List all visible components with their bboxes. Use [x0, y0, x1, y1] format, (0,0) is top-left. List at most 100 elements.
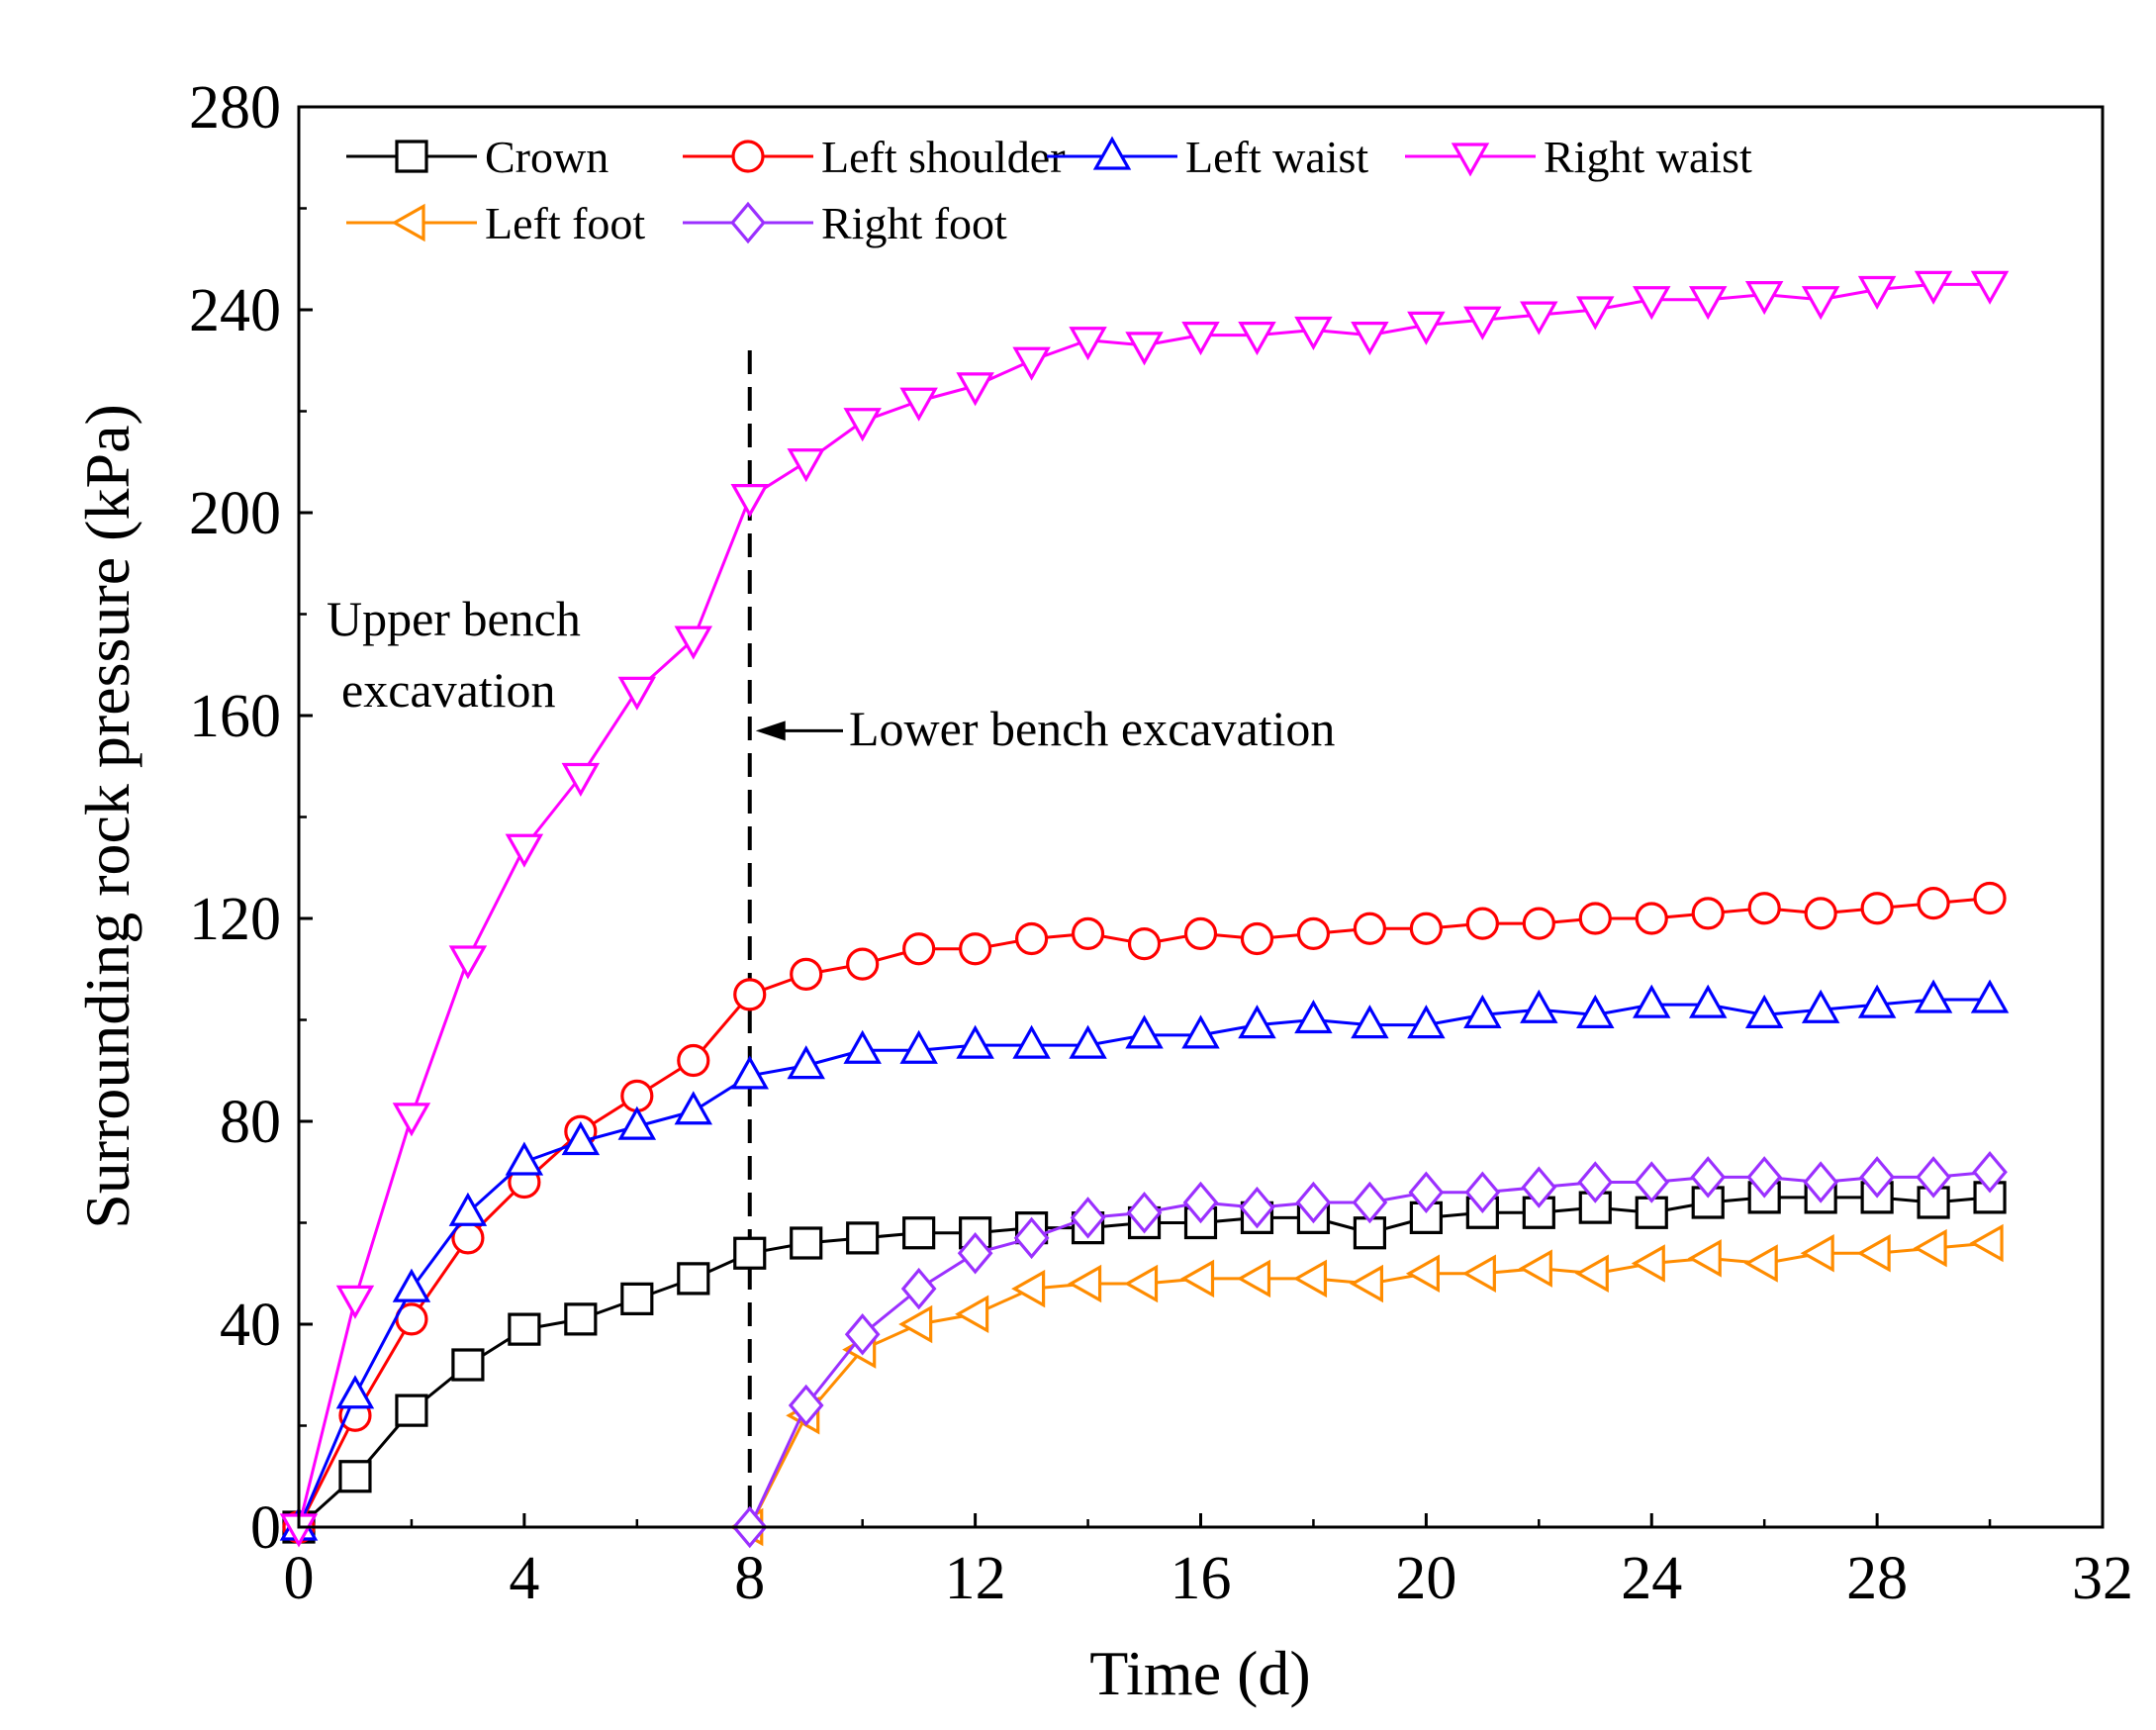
- y-tick-label-200: 200: [189, 480, 281, 547]
- data-point-left-shoulder: [1071, 916, 1105, 950]
- plot-frame: [297, 105, 2105, 1529]
- data-point-right-waist: [1407, 311, 1446, 345]
- data-point-crown: [395, 1394, 428, 1427]
- data-point-left-shoulder: [733, 978, 767, 1011]
- legend-marker-left-waist: [1092, 136, 1132, 170]
- legend-label-right-waist: Right waist: [1544, 132, 1752, 182]
- data-point-right-waist: [1294, 316, 1333, 351]
- data-point-left-shoulder: [677, 1043, 710, 1078]
- data-point-left-waist: [1914, 979, 1953, 1013]
- data-point-right-foot: [1239, 1186, 1275, 1229]
- data-point-left-waist: [1520, 989, 1558, 1023]
- data-point-left-waist: [1069, 1024, 1107, 1059]
- data-point-right-waist: [1181, 322, 1220, 356]
- data-point-right-waist: [956, 372, 994, 407]
- data-point-crown: [564, 1302, 598, 1336]
- data-point-left-waist: [505, 1141, 544, 1176]
- data-point-right-waist: [1012, 346, 1051, 381]
- data-point-right-waist: [1914, 270, 1953, 305]
- data-point-left-waist: [1857, 984, 1897, 1018]
- data-point-left-shoulder: [959, 932, 992, 966]
- data-point-left-foot: [1631, 1244, 1665, 1283]
- data-point-left-shoulder: [1353, 912, 1387, 945]
- annotations: Upper bench excavation Lower bench excav…: [327, 591, 1335, 756]
- legend-item-left-waist: Left waist: [1047, 132, 1368, 182]
- data-point-right-waist: [392, 1103, 431, 1137]
- data-point-left-foot: [1574, 1254, 1609, 1293]
- data-point-left-foot: [1124, 1264, 1159, 1303]
- data-point-left-foot: [1292, 1259, 1328, 1298]
- x-tick-label-8: 8: [734, 1545, 765, 1612]
- x-tick-label-20: 20: [1395, 1545, 1456, 1612]
- data-point-left-foot: [1179, 1259, 1215, 1298]
- legend-label-left-waist: Left waist: [1185, 132, 1368, 182]
- data-point-left-shoulder: [1127, 927, 1162, 961]
- data-point-right-waist: [843, 408, 882, 442]
- data-point-left-waist: [561, 1120, 601, 1156]
- data-point-left-waist: [1744, 994, 1784, 1028]
- data-point-left-waist: [1125, 1014, 1164, 1049]
- data-point-right-foot: [1859, 1156, 1895, 1199]
- legend-label-crown: Crown: [485, 132, 609, 182]
- data-point-right-waist: [1857, 275, 1897, 311]
- data-point-left-foot: [1856, 1234, 1891, 1273]
- data-point-left-foot: [1461, 1254, 1496, 1293]
- series-left-waist: [279, 979, 2010, 1541]
- data-point-right-foot: [1295, 1181, 1332, 1224]
- data-point-left-waist: [1012, 1024, 1051, 1059]
- data-point-crown: [790, 1226, 823, 1260]
- x-axis-title: Time (d): [1089, 1638, 1310, 1708]
- data-point-left-waist: [1970, 979, 2010, 1013]
- data-point-left-foot: [1913, 1228, 1947, 1268]
- data-point-left-shoulder: [1240, 921, 1274, 956]
- data-point-left-shoulder: [1804, 897, 1837, 930]
- data-point-right-foot: [900, 1267, 937, 1310]
- data-point-right-waist: [1744, 281, 1784, 316]
- data-point-left-foot: [898, 1304, 933, 1344]
- axis-ticks: 0 4 8 12 16 20 24 28 32 0 40 80 120 160 200 240 280: [189, 74, 2133, 1612]
- data-point-left-waist: [335, 1375, 375, 1409]
- y-axis-title: Surrounding rock pressure (kPa): [72, 404, 142, 1229]
- data-point-left-waist: [787, 1045, 825, 1080]
- data-point-right-foot: [844, 1313, 881, 1356]
- y-tick-label-280: 280: [189, 74, 281, 142]
- data-point-left-waist: [1351, 1005, 1389, 1039]
- data-point-right-waist: [1520, 301, 1558, 336]
- data-point-right-foot: [1634, 1161, 1670, 1203]
- data-point-right-waist: [1970, 270, 2010, 305]
- data-point-left-shoulder: [1747, 892, 1781, 925]
- data-point-left-shoulder: [1578, 902, 1612, 935]
- legend-label-right-foot: Right foot: [821, 198, 1007, 248]
- data-point-left-waist: [956, 1024, 994, 1059]
- data-point-left-shoulder: [1465, 907, 1499, 940]
- data-point-right-foot: [1577, 1161, 1614, 1203]
- data-point-left-waist: [392, 1268, 431, 1302]
- data-point-right-foot: [1746, 1156, 1783, 1199]
- x-tick-label-4: 4: [509, 1545, 539, 1612]
- data-point-right-foot: [1070, 1197, 1106, 1239]
- legend-marker-right-foot: [730, 201, 766, 244]
- data-point-right-foot: [957, 1232, 993, 1275]
- data-point-crown: [902, 1216, 936, 1250]
- legend-marker-crown: [395, 140, 428, 173]
- data-point-left-waist: [1633, 984, 1671, 1018]
- data-point-left-shoulder: [790, 957, 823, 991]
- legend-item-left-foot: Left foot: [346, 198, 645, 248]
- data-point-left-shoulder: [1973, 881, 2007, 915]
- series-crown: [282, 1181, 2007, 1544]
- data-point-left-shoulder: [1522, 907, 1555, 940]
- data-point-right-waist: [1801, 286, 1840, 321]
- data-point-right-waist: [787, 448, 825, 483]
- data-point-crown: [846, 1221, 880, 1255]
- data-point-left-shoulder: [1409, 912, 1443, 945]
- data-point-left-foot: [1969, 1223, 2004, 1263]
- y-tick-label-40: 40: [220, 1292, 281, 1359]
- data-point-left-waist: [1688, 984, 1728, 1018]
- data-point-right-waist: [674, 625, 713, 660]
- data-point-left-waist: [1801, 989, 1840, 1023]
- data-point-crown: [451, 1348, 485, 1382]
- x-tick-label-12: 12: [945, 1545, 1006, 1612]
- legend-item-right-foot: Right foot: [683, 198, 1007, 248]
- data-point-left-shoulder: [1860, 892, 1894, 925]
